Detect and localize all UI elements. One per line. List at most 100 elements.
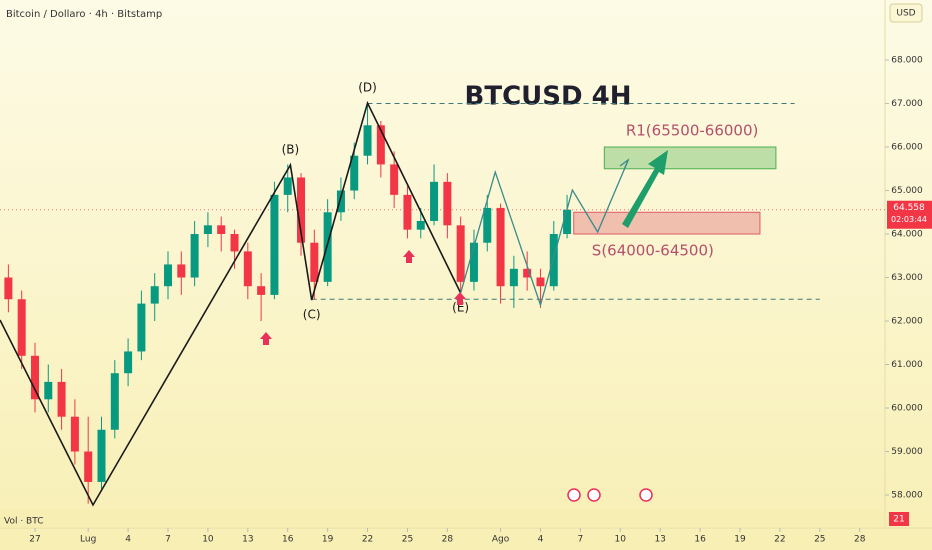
decoration: [639, 488, 653, 502]
x-tick-label: 7: [578, 535, 584, 545]
candle-body: [190, 234, 199, 278]
y-tick-label: 61.000: [891, 360, 923, 370]
zone-label: S(64000-64500): [592, 242, 714, 260]
point-label: (B): [282, 143, 300, 157]
x-tick-label: 13: [242, 535, 253, 545]
y-tick-label: 63.000: [891, 273, 923, 283]
volume-pane: [0, 510, 885, 528]
x-tick-label: 28: [854, 535, 866, 545]
candle-body: [376, 125, 385, 165]
x-tick-label: Lug: [80, 535, 96, 545]
candle-body: [430, 181, 439, 221]
decoration: [567, 488, 581, 502]
decoration: [260, 332, 272, 345]
decoration: [622, 150, 668, 228]
candle-body: [563, 209, 572, 235]
candle-body: [443, 181, 452, 226]
candle-body: [536, 277, 545, 287]
point-label: (D): [358, 81, 377, 95]
candle-body: [150, 286, 159, 304]
candle-body: [217, 225, 226, 235]
x-tick-label: 28: [442, 535, 454, 545]
y-tick-label: 68.000: [891, 56, 923, 66]
y-tick-label: 67.000: [891, 99, 923, 109]
candle-body: [469, 242, 478, 282]
candle-body: [243, 251, 252, 287]
last-price-label: 64.558: [893, 203, 925, 213]
x-tick-label: 22: [774, 535, 785, 545]
y-tick-label: 65.000: [891, 186, 923, 196]
candle-body: [57, 381, 66, 417]
candle-body: [257, 286, 266, 295]
x-tick-label: 19: [322, 535, 334, 545]
x-tick-label: 10: [202, 535, 214, 545]
candle-body: [124, 351, 133, 374]
candle-body: [44, 381, 53, 400]
candle-body: [17, 299, 26, 356]
volume-last-box: [889, 512, 909, 526]
pattern-line: [0, 100, 462, 507]
x-tick-label: 16: [694, 535, 706, 545]
candle-body: [416, 220, 425, 230]
x-tick-label: 27: [29, 535, 40, 545]
last-price-box: [887, 200, 932, 229]
candle-body: [283, 177, 292, 195]
decoration: [403, 250, 415, 263]
y-tick-label: 66.000: [891, 143, 923, 153]
volume-label: Vol · BTC: [4, 517, 43, 527]
x-tick-label: 19: [734, 535, 746, 545]
candle-body: [97, 429, 106, 482]
candle-body: [164, 264, 173, 287]
y-tick-label: 60.000: [891, 404, 923, 414]
decoration: [454, 292, 466, 305]
candle-body: [70, 416, 79, 452]
y-tick-label: 62.000: [891, 317, 923, 327]
x-tick-label: 7: [165, 535, 171, 545]
currency-label: USD: [896, 9, 915, 19]
candle-body: [203, 225, 212, 235]
candle-body: [30, 355, 39, 400]
point-label: (E): [452, 300, 469, 314]
zone: [573, 211, 761, 235]
decoration: [619, 158, 630, 171]
candle-body: [137, 303, 146, 352]
candle-body: [483, 207, 492, 243]
candle-body: [363, 125, 372, 156]
x-tick-label: 16: [282, 535, 294, 545]
candle-body: [230, 234, 239, 252]
y-tick-label: 59.000: [891, 447, 923, 457]
candle-body: [523, 268, 532, 278]
point-label: (C): [303, 307, 321, 321]
last-price-countdown: 02:03:44: [891, 215, 927, 224]
candle-body: [403, 194, 412, 230]
candle-body: [4, 277, 13, 300]
chart-title: BTCUSD 4H: [465, 82, 632, 112]
y-tick-label: 58.000: [891, 490, 923, 500]
candle-body: [110, 373, 119, 430]
candle-body: [297, 177, 306, 243]
candle-body: [336, 190, 345, 213]
candle-body: [496, 207, 505, 287]
x-tick-label: 22: [362, 535, 373, 545]
x-tick-label: 4: [538, 535, 544, 545]
candle-body: [84, 451, 93, 482]
candle-body: [549, 234, 558, 287]
zone-label: R1(65500-66000): [626, 122, 759, 140]
x-tick-label: Ago: [492, 535, 510, 545]
x-tick-label: 13: [654, 535, 665, 545]
decoration: [587, 488, 601, 502]
candle-body: [310, 242, 319, 282]
candle-body: [177, 264, 186, 278]
candle-body: [270, 194, 279, 295]
candle-body: [323, 212, 332, 282]
y-tick-label: 64.000: [891, 230, 923, 240]
zone: [603, 146, 777, 170]
currency-box: [889, 3, 923, 23]
volume-last-label: 21: [893, 515, 904, 525]
chart-subtitle: Bitcoin / Dollaro · 4h · Bitstamp: [6, 9, 162, 20]
projection-line: [460, 159, 629, 308]
x-tick-label: 4: [125, 535, 131, 545]
candle-body: [456, 225, 465, 282]
x-tick-label: 25: [402, 535, 413, 545]
